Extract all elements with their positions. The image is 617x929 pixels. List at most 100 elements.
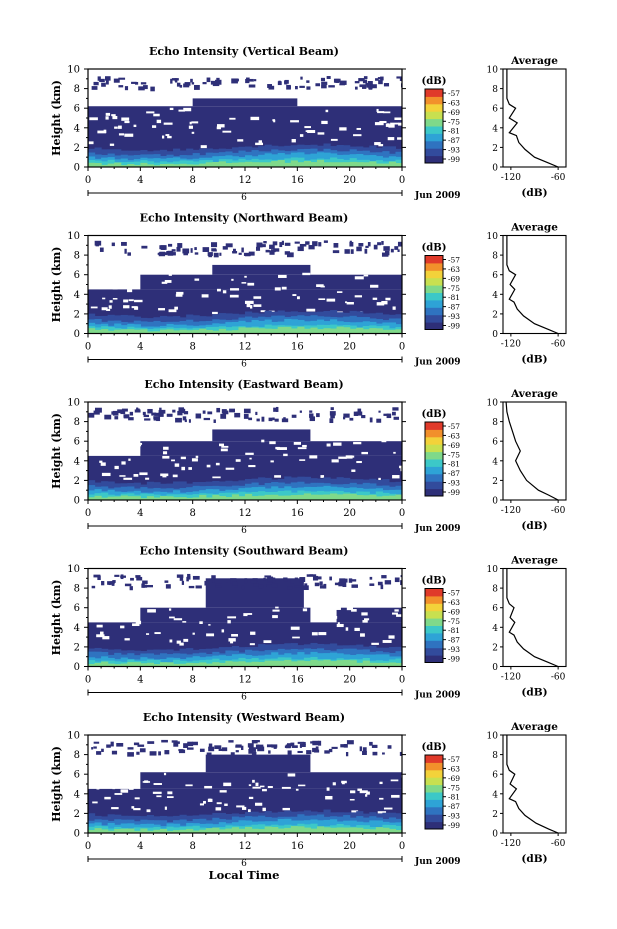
echo-band <box>251 327 259 334</box>
echo-gap <box>104 796 111 800</box>
heatmap-field <box>88 240 402 334</box>
colorbar-segment <box>425 784 443 793</box>
echo-gap <box>229 117 236 120</box>
echo-band <box>369 820 377 833</box>
echo-gap <box>92 609 100 613</box>
echo-speckle <box>290 578 294 584</box>
colorbar-tick-label: -63 <box>448 598 460 607</box>
echo-speckle <box>129 586 133 591</box>
echo-gap <box>365 794 368 797</box>
echo-speckle <box>192 575 200 580</box>
echo-speckle <box>263 241 267 244</box>
echo-gap <box>176 640 181 644</box>
echo-speckle <box>328 85 335 88</box>
avg-y-tick-label: 6 <box>492 604 498 614</box>
colorbar-tick-label: -93 <box>448 479 460 488</box>
echo-band <box>284 490 292 500</box>
echo-speckle <box>127 747 134 750</box>
echo-speckle <box>210 80 218 85</box>
echo-speckle <box>207 252 213 256</box>
date-label: 6 <box>241 193 247 203</box>
echo-band <box>212 156 220 167</box>
echo-gap <box>199 803 205 806</box>
echo-gap <box>216 124 225 128</box>
echo-speckle <box>267 84 272 88</box>
echo-gap <box>351 609 357 612</box>
echo-band <box>258 328 266 334</box>
echo-gap <box>258 140 262 144</box>
colorbar-segment <box>425 799 443 808</box>
colorbar-tick-label: -57 <box>448 589 460 598</box>
echo-gap <box>341 780 347 784</box>
echo-speckle <box>166 413 173 417</box>
echo-band <box>271 660 279 667</box>
echo-speckle <box>158 410 163 413</box>
echo-layer <box>140 274 402 290</box>
echo-gap <box>168 309 177 313</box>
echo-speckle <box>220 413 227 419</box>
echo-speckle <box>113 78 120 83</box>
echo-band <box>186 494 194 500</box>
echo-speckle <box>279 242 283 248</box>
echo-gap <box>158 308 166 311</box>
echo-band <box>290 160 298 167</box>
echo-band <box>343 327 351 334</box>
echo-speckle <box>191 82 195 85</box>
echo-band <box>153 328 161 334</box>
echo-gap <box>247 809 251 813</box>
echo-gap <box>231 278 234 281</box>
echo-band <box>192 329 200 334</box>
heatmap-field <box>88 739 402 833</box>
echo-speckle <box>378 410 381 413</box>
echo-speckle <box>93 410 100 415</box>
colorbar-tick-label: -93 <box>448 645 460 654</box>
echo-gap <box>263 640 272 644</box>
date-label: 6 <box>241 859 247 869</box>
avg-x-tick-label: -60 <box>551 839 566 849</box>
echo-band <box>153 664 161 667</box>
echo-band <box>120 828 128 833</box>
echo-speckle <box>381 240 384 245</box>
echo-band <box>120 162 128 167</box>
colorbar-segment <box>425 436 443 445</box>
echo-gap <box>132 623 140 627</box>
y-axis-label: Height (km) <box>50 247 63 323</box>
echo-band <box>199 163 207 167</box>
echo-band <box>179 497 187 500</box>
echo-gap <box>114 126 118 129</box>
echo-band <box>218 328 226 334</box>
echo-speckle <box>136 407 139 413</box>
echo-gap <box>237 139 244 142</box>
y-tick-label: 10 <box>67 231 80 242</box>
echo-gap <box>104 612 113 616</box>
echo-layer <box>212 264 311 275</box>
echo-band <box>199 494 207 500</box>
echo-speckle <box>399 751 402 756</box>
echo-speckle <box>250 580 257 584</box>
y-tick-label: 6 <box>74 770 80 781</box>
avg-y-tick-label: 10 <box>487 66 499 76</box>
echo-band <box>349 161 357 167</box>
echo-speckle <box>312 747 318 753</box>
echo-band <box>349 328 357 334</box>
echo-band <box>297 326 305 334</box>
echo-band <box>133 164 141 167</box>
echo-speckle <box>383 413 389 416</box>
echo-band <box>186 160 194 167</box>
echo-gap <box>112 115 118 120</box>
echo-gap <box>278 274 287 278</box>
echo-band <box>107 163 115 167</box>
avg-y-tick-label: 4 <box>492 790 498 800</box>
y-tick-label: 0 <box>74 329 80 340</box>
echo-band <box>330 328 338 334</box>
echo-speckle <box>241 585 245 590</box>
echo-gap <box>225 467 235 470</box>
echo-speckle <box>299 85 305 88</box>
avg-y-tick-label: 2 <box>492 810 498 820</box>
average-title: Average <box>510 222 558 234</box>
echo-gap <box>203 800 206 804</box>
x-tick-label: 4 <box>137 508 143 519</box>
echo-band <box>192 830 200 833</box>
echo-speckle <box>248 417 253 421</box>
echo-speckle <box>248 78 254 82</box>
